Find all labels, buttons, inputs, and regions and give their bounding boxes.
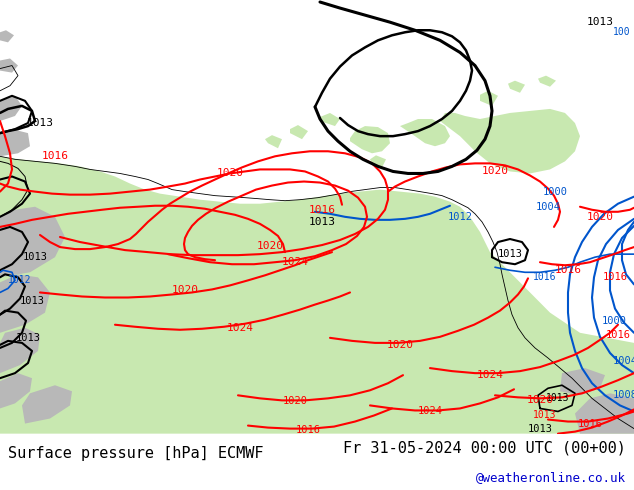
- Text: 1016: 1016: [602, 272, 628, 282]
- Polygon shape: [575, 393, 634, 434]
- Polygon shape: [0, 274, 50, 333]
- Text: 1013: 1013: [309, 217, 335, 227]
- Polygon shape: [400, 119, 450, 146]
- Text: 1016: 1016: [605, 330, 630, 340]
- Text: 1024: 1024: [226, 323, 254, 333]
- Text: 1013: 1013: [547, 393, 570, 403]
- Polygon shape: [265, 135, 282, 148]
- Text: 1013: 1013: [586, 17, 614, 27]
- Text: 1013: 1013: [527, 424, 552, 434]
- Text: 1016: 1016: [41, 151, 68, 161]
- Text: 1020: 1020: [481, 167, 508, 176]
- Polygon shape: [0, 96, 22, 121]
- Text: 1020: 1020: [216, 169, 243, 178]
- Text: 1024: 1024: [477, 370, 503, 380]
- Text: 1013: 1013: [27, 118, 53, 128]
- Polygon shape: [0, 30, 14, 42]
- Text: 1024: 1024: [418, 407, 443, 416]
- Text: 1013: 1013: [15, 333, 41, 343]
- Text: 1008: 1008: [612, 391, 634, 400]
- Text: 1013: 1013: [498, 249, 522, 259]
- Text: 1000: 1000: [543, 187, 567, 196]
- Text: @weatheronline.co.uk: @weatheronline.co.uk: [476, 471, 626, 484]
- Text: 1004: 1004: [536, 202, 560, 212]
- Polygon shape: [0, 207, 65, 277]
- Text: 1004: 1004: [612, 356, 634, 366]
- Polygon shape: [0, 156, 634, 434]
- Text: 1013: 1013: [533, 411, 557, 420]
- Polygon shape: [0, 129, 30, 156]
- Text: 1020: 1020: [257, 241, 283, 251]
- Text: Surface pressure [hPa] ECMWF: Surface pressure [hPa] ECMWF: [8, 446, 264, 461]
- Text: 1020: 1020: [283, 396, 307, 406]
- Text: 1012: 1012: [448, 212, 472, 222]
- Text: Fr 31-05-2024 00:00 UTC (00+00): Fr 31-05-2024 00:00 UTC (00+00): [343, 440, 626, 455]
- Text: 1020: 1020: [172, 286, 198, 295]
- Text: 100: 100: [612, 27, 630, 37]
- Polygon shape: [370, 155, 386, 168]
- Text: 1016: 1016: [555, 265, 581, 275]
- Text: 1020: 1020: [387, 340, 413, 350]
- Polygon shape: [350, 126, 390, 153]
- Text: 1013: 1013: [20, 295, 44, 306]
- Text: 1000: 1000: [602, 316, 626, 326]
- Text: 1016: 1016: [578, 418, 602, 429]
- Text: 1016: 1016: [295, 425, 321, 435]
- Polygon shape: [538, 75, 556, 87]
- Polygon shape: [440, 109, 580, 173]
- Polygon shape: [480, 91, 498, 106]
- Polygon shape: [320, 113, 340, 126]
- Text: 1020: 1020: [586, 212, 614, 222]
- Polygon shape: [560, 368, 605, 395]
- Polygon shape: [290, 125, 308, 139]
- Polygon shape: [22, 385, 72, 423]
- Text: 1016: 1016: [533, 272, 557, 282]
- Text: 1012: 1012: [8, 275, 32, 285]
- Text: 1024: 1024: [281, 257, 309, 267]
- Polygon shape: [0, 58, 18, 73]
- Text: 1016: 1016: [309, 205, 335, 215]
- Polygon shape: [508, 81, 525, 93]
- Polygon shape: [0, 373, 32, 409]
- Text: 1020: 1020: [526, 395, 553, 405]
- Polygon shape: [0, 328, 40, 373]
- Text: 1013: 1013: [22, 252, 48, 262]
